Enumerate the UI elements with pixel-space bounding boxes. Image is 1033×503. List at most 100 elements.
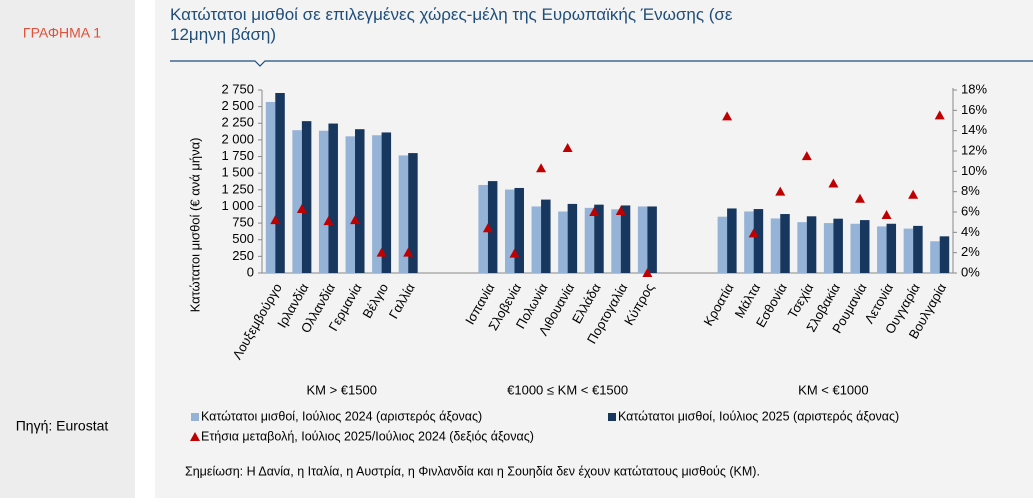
bar <box>487 181 498 273</box>
triangle-marker <box>482 223 493 233</box>
bar <box>381 132 392 273</box>
triangle-marker <box>801 151 812 161</box>
y-tick-label: 2 500 <box>221 98 254 113</box>
bar <box>850 223 860 273</box>
bar <box>345 136 356 273</box>
y-tick-label: 500 <box>232 231 254 246</box>
bar <box>637 206 648 273</box>
triangle-marker <box>323 216 334 226</box>
y-tick-label: 1 250 <box>221 181 254 196</box>
bar <box>558 211 568 273</box>
bar <box>328 123 338 273</box>
legend-label: Ετήσια μεταβολή, Ιούλιος 2025/Ιούλιος 20… <box>201 429 534 443</box>
triangle-marker <box>722 111 733 121</box>
y2-tick-label: 0% <box>961 264 980 279</box>
bar <box>806 216 817 273</box>
bar <box>886 223 897 273</box>
y2-tick-label: 8% <box>961 183 980 198</box>
note: Σημείωση: Η Δανία, η Ιταλία, η Αυστρία, … <box>185 464 760 478</box>
triangle-marker <box>854 193 865 203</box>
triangle-marker <box>775 186 786 196</box>
y-tick-label: 750 <box>232 215 254 230</box>
bar <box>770 218 781 273</box>
bar <box>744 211 754 273</box>
bar <box>797 222 807 273</box>
bar <box>265 101 276 273</box>
y2-tick-label: 4% <box>961 224 980 239</box>
bar <box>292 130 302 273</box>
bar <box>372 135 382 273</box>
bar <box>504 189 515 273</box>
bar <box>478 184 488 273</box>
triangle-marker <box>881 210 892 220</box>
bar <box>717 216 728 273</box>
triangle-marker <box>376 247 387 257</box>
triangle-marker <box>908 189 919 199</box>
bar <box>753 209 764 273</box>
group-label: ΚΜ > €1500 <box>306 382 376 397</box>
bar <box>275 92 285 274</box>
triangle-marker <box>642 268 653 277</box>
triangle-marker <box>748 228 759 238</box>
bar <box>514 187 524 273</box>
y2-tick-label: 12% <box>961 142 987 157</box>
y2-tick-label: 10% <box>961 163 987 178</box>
bar <box>531 206 542 273</box>
legend-label: Κατώτατοι μισθοί, Ιούλιος 2025 (αριστερό… <box>618 409 899 423</box>
bar <box>939 236 950 273</box>
triangle-marker <box>828 178 839 188</box>
chart-title: Κατώτατοι μισθοί σε επιλεγμένες χώρες-μέ… <box>170 5 733 44</box>
y2-tick-label: 14% <box>961 122 987 137</box>
triangle-marker <box>350 215 361 225</box>
bar <box>903 228 914 273</box>
bar <box>859 220 870 273</box>
sidebar <box>0 0 135 498</box>
triangle-marker <box>509 248 520 258</box>
bar <box>780 214 790 273</box>
source: Πηγή: Eurostat <box>16 418 109 434</box>
group-label: €1000 ≤ ΚΜ < €1500 <box>507 382 628 397</box>
bar <box>833 218 843 273</box>
triangle-marker <box>615 205 626 215</box>
group-label: ΚΜ < €1000 <box>798 382 868 397</box>
bar <box>823 223 834 273</box>
bar <box>398 155 409 273</box>
bar <box>408 153 418 273</box>
triangle-marker <box>934 110 945 120</box>
y-tick-label: 250 <box>232 248 254 263</box>
y-tick-label: 2 000 <box>221 131 254 146</box>
y-tick-label: 1 000 <box>221 198 254 213</box>
bar <box>567 203 578 273</box>
bar <box>541 199 551 273</box>
bar <box>647 206 657 273</box>
y-tick-label: 1 750 <box>221 148 254 163</box>
legend-swatch <box>608 413 616 421</box>
bar <box>355 129 365 273</box>
legend-swatch <box>190 432 200 441</box>
bar <box>913 225 923 273</box>
bar <box>877 226 887 273</box>
triangle-marker <box>403 247 414 257</box>
side-label: ΓΡΑΦΗΜΑ 1 <box>23 25 101 41</box>
bar <box>594 204 604 273</box>
y-axis-title: Κατώτατοι μισθοί (€ ανά μήνα) <box>187 138 202 313</box>
y-tick-label: 2 250 <box>221 115 254 130</box>
bar <box>611 209 621 273</box>
bar <box>301 121 312 273</box>
y-tick-label: 2 750 <box>221 81 254 96</box>
y-tick-label: 0 <box>247 264 254 279</box>
bar <box>620 205 631 273</box>
legend-swatch <box>191 413 199 421</box>
triangle-marker <box>562 142 573 152</box>
bar <box>318 130 329 273</box>
y2-tick-label: 2% <box>961 244 980 259</box>
y-tick-label: 1 500 <box>221 165 254 180</box>
triangle-marker <box>589 207 600 216</box>
y2-tick-label: 6% <box>961 203 980 218</box>
bar <box>584 207 595 273</box>
title-rule <box>170 60 1033 67</box>
triangle-marker <box>296 203 307 213</box>
bar <box>727 208 737 273</box>
bar <box>930 241 940 273</box>
triangle-marker <box>536 163 547 173</box>
